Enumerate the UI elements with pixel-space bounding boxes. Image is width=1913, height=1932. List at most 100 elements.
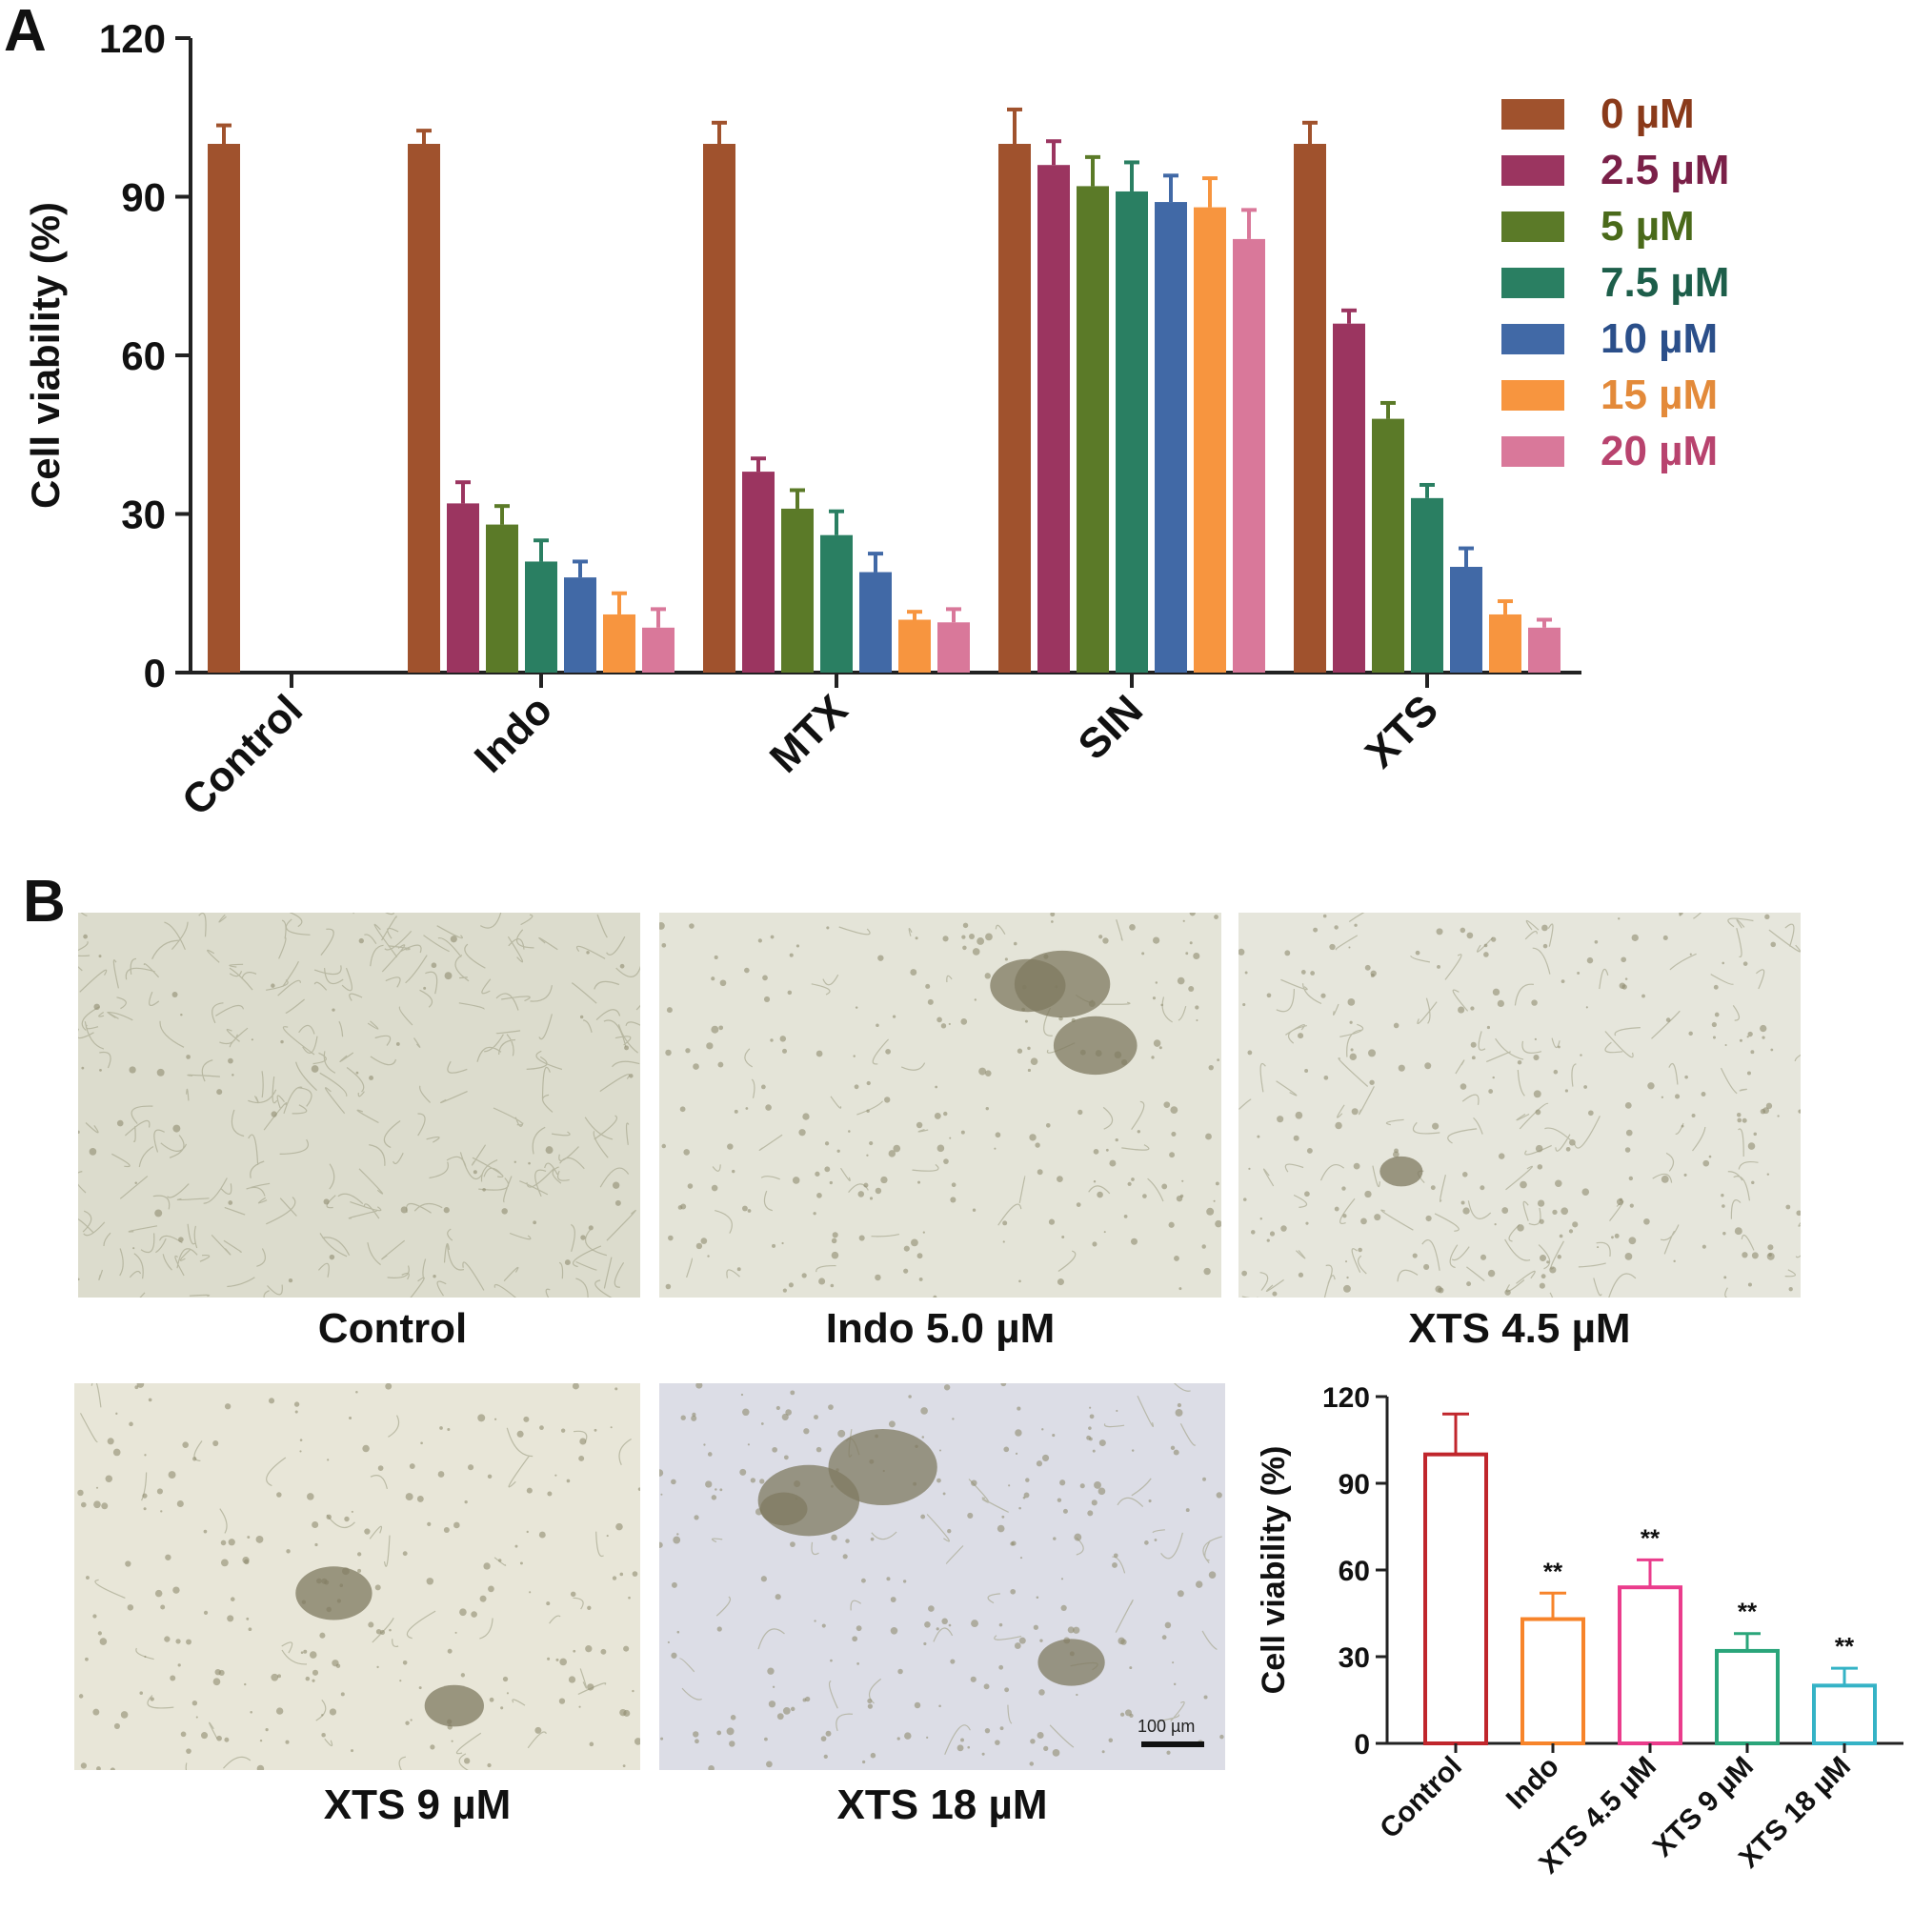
cell-dot — [444, 972, 453, 980]
cell-dot — [1762, 1036, 1765, 1039]
b-y-tick-label: 0 — [1354, 1729, 1370, 1761]
b-y-tick-label: 30 — [1339, 1642, 1370, 1674]
x-tick-label: Indo — [466, 686, 561, 781]
cell-dot — [139, 1691, 144, 1695]
cell-clump — [1379, 1156, 1423, 1187]
cell-dot — [734, 1109, 738, 1114]
cell-dot — [1091, 1499, 1097, 1506]
cell-dot — [329, 1708, 337, 1716]
cell-dot — [951, 1182, 956, 1188]
micrograph-label-xts-18: XTS 18 µM — [836, 1781, 1048, 1828]
cell-dot — [555, 1658, 559, 1661]
cell-dot — [1531, 999, 1538, 1006]
cell-dot — [1458, 1006, 1465, 1014]
cell-dot — [1586, 956, 1594, 964]
cell-dot — [1077, 1109, 1083, 1116]
cell-dot — [1736, 1113, 1742, 1117]
cell-dot — [762, 975, 768, 981]
cell-dot — [1003, 1446, 1010, 1453]
cell-dot — [405, 1721, 410, 1725]
cell-dot — [719, 1488, 723, 1492]
micrograph-texture — [78, 913, 640, 1298]
cell-dot — [1577, 972, 1581, 975]
micrograph-texture — [1238, 913, 1801, 1298]
cell-dot — [85, 1576, 90, 1580]
cell-dot — [711, 1495, 717, 1500]
micrograph-background — [659, 913, 1221, 1298]
cell-dot — [1517, 1059, 1522, 1065]
cell-dot — [1017, 1406, 1021, 1411]
significance-marker: ** — [1641, 1523, 1661, 1552]
cell-dot — [1751, 1252, 1759, 1259]
cell-dot — [782, 1288, 787, 1293]
bar — [1116, 191, 1148, 673]
cell-dot — [848, 1130, 851, 1133]
cell-dot — [129, 1421, 133, 1427]
x-tick-label: XTS — [1357, 686, 1447, 776]
cell-dot — [93, 1003, 100, 1011]
cell-dot — [1460, 1083, 1467, 1090]
cell-dot — [1679, 914, 1681, 916]
significance-marker: ** — [1835, 1632, 1855, 1660]
cell-dot — [935, 1085, 938, 1089]
cell-dot — [816, 1050, 823, 1057]
cell-dot — [666, 1007, 673, 1014]
micrograph-texture — [74, 1383, 640, 1770]
cell-dot — [1000, 1383, 1007, 1387]
cell-dot — [545, 1146, 554, 1155]
cell-dot — [691, 1415, 697, 1421]
cell-dot — [1432, 1122, 1440, 1130]
cell-dot — [1588, 1110, 1594, 1117]
cell-dot — [1681, 1124, 1684, 1128]
cell-dot — [1765, 1102, 1773, 1110]
cell-dot — [845, 1539, 850, 1543]
cell-dot — [519, 1561, 523, 1565]
cell-dot — [1347, 998, 1356, 1006]
cell-dot — [692, 1412, 696, 1417]
cell-dot — [232, 1074, 234, 1077]
cell-dot — [659, 1541, 663, 1548]
cell-dot — [741, 1205, 748, 1212]
cell-dot — [1295, 1111, 1303, 1119]
cell-dot — [1039, 1639, 1043, 1642]
b-bar — [1423, 1452, 1488, 1746]
cell-dot — [276, 1492, 282, 1498]
cell-dot — [1182, 919, 1185, 922]
cell-dot — [1151, 1056, 1155, 1059]
cell-dot — [214, 1668, 221, 1676]
cell-dot — [826, 926, 830, 930]
cell-dot — [759, 1479, 765, 1484]
cell-dot — [1216, 1492, 1222, 1499]
cell-dot — [1131, 1449, 1135, 1452]
cell-dot — [1335, 1121, 1342, 1130]
cell-dot — [77, 1489, 84, 1497]
cell-dot — [134, 1385, 139, 1390]
cell-dot — [1025, 1478, 1030, 1482]
cell-dot — [1721, 1194, 1724, 1197]
cell-dot — [1019, 1557, 1023, 1560]
cell-dot — [1358, 1247, 1362, 1253]
cell-dot — [814, 1620, 816, 1622]
panel-b-bar-chart: 0 30 60 90 120 Cell viability (%) Control ** Ind… — [1256, 1382, 1903, 1880]
cell-dot — [477, 1414, 486, 1422]
micrograph-xts-9 — [74, 1383, 640, 1770]
cell-dot — [703, 1443, 706, 1446]
cell-dot — [1045, 1123, 1051, 1128]
cell-dot — [1161, 1635, 1167, 1640]
cell-dot — [546, 1601, 551, 1606]
cell-dot — [1724, 1043, 1727, 1047]
cell-dot — [1015, 1429, 1022, 1437]
cell-dot — [998, 1664, 1004, 1670]
cell-dot — [355, 1390, 358, 1394]
cell-dot — [1665, 1017, 1671, 1022]
cell-dot — [950, 1659, 956, 1664]
scale-bar-label: 100 µm — [1138, 1717, 1196, 1736]
cell-dot — [1471, 1056, 1476, 1060]
cell-dot — [303, 1649, 308, 1654]
cell-dot — [941, 1618, 948, 1625]
cell-fibers — [78, 913, 640, 1298]
cell-dot — [1498, 1153, 1505, 1159]
cell-dot — [711, 976, 715, 981]
cell-dot — [1022, 1496, 1026, 1499]
cell-dot — [560, 1428, 566, 1433]
